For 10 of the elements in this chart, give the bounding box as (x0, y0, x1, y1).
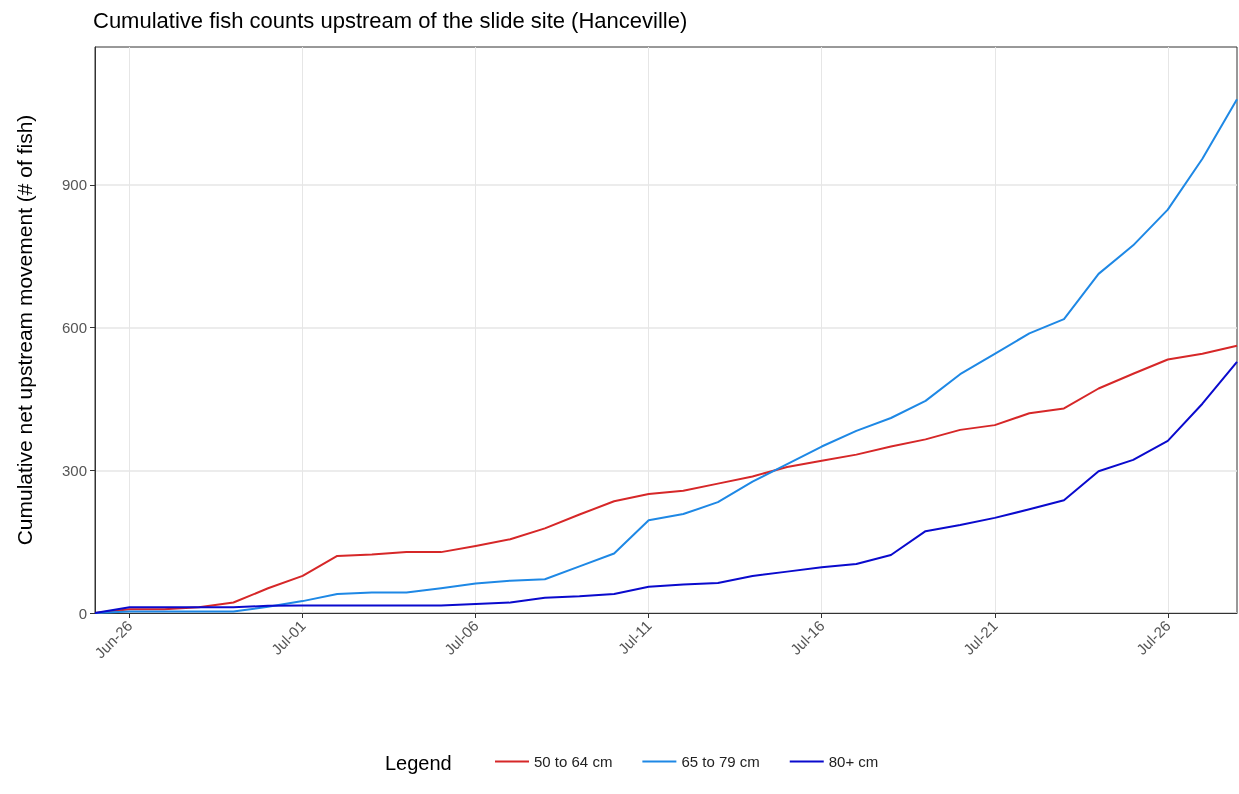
y-tick-label: 600 (61, 319, 87, 337)
chart-title: Cumulative fish counts upstream of the slide site (Hanceville) (93, 7, 688, 33)
legend-label: 65 to 79 cm (681, 753, 760, 770)
legend-label: 50 to 64 cm (534, 753, 613, 770)
y-tick-label: 300 (61, 461, 87, 479)
y-tick-label: 900 (61, 176, 87, 194)
legend-title: Legend (385, 752, 452, 774)
y-axis-title: Cumulative net upstream movement (# of fish) (13, 114, 36, 546)
y-tick-label: 0 (78, 604, 87, 622)
legend-label: 80+ cm (828, 753, 879, 770)
